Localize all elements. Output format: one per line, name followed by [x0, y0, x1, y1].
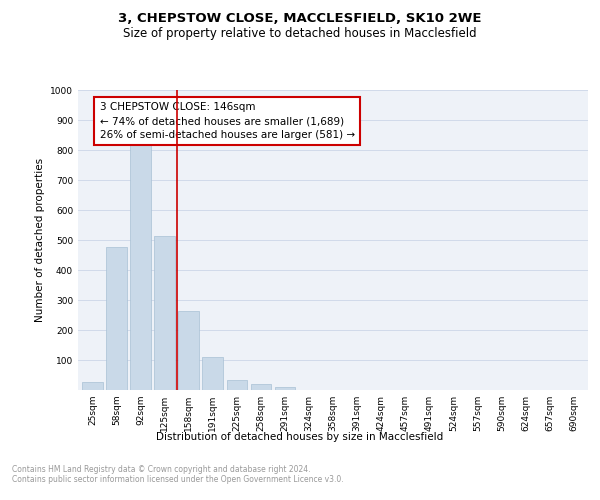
Bar [178, 310, 199, 390]
Bar [154, 236, 175, 390]
Bar [130, 144, 151, 390]
Text: Distribution of detached houses by size in Macclesfield: Distribution of detached houses by size … [157, 432, 443, 442]
Text: Contains HM Land Registry data © Crown copyright and database right 2024.
Contai: Contains HM Land Registry data © Crown c… [12, 465, 344, 484]
Text: 3, CHEPSTOW CLOSE, MACCLESFIELD, SK10 2WE: 3, CHEPSTOW CLOSE, MACCLESFIELD, SK10 2W… [118, 12, 482, 26]
Text: Size of property relative to detached houses in Macclesfield: Size of property relative to detached ho… [123, 28, 477, 40]
Bar [82, 382, 103, 390]
Y-axis label: Number of detached properties: Number of detached properties [35, 158, 44, 322]
Text: 3 CHEPSTOW CLOSE: 146sqm
← 74% of detached houses are smaller (1,689)
26% of sem: 3 CHEPSTOW CLOSE: 146sqm ← 74% of detach… [100, 102, 355, 140]
Bar [202, 357, 223, 390]
Bar [275, 387, 295, 390]
Bar [227, 380, 247, 390]
Bar [106, 246, 127, 390]
Bar [251, 384, 271, 390]
